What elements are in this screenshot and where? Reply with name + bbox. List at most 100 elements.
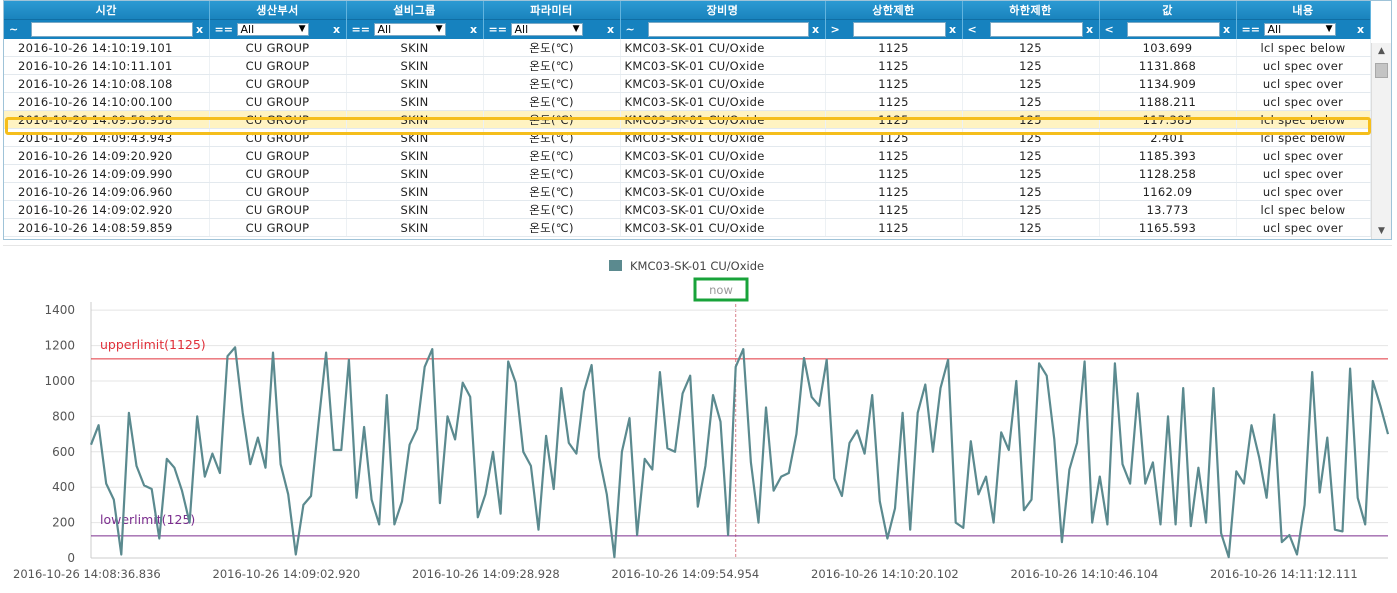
cell-lower: 125 bbox=[962, 218, 1100, 237]
column-header-upper[interactable]: 상한제한 bbox=[825, 1, 963, 20]
x-tick-label: 2016-10-26 14:10:46.104 bbox=[1011, 567, 1159, 581]
clear-filter-icon[interactable]: x bbox=[606, 23, 615, 36]
cell-group: SKIN bbox=[346, 110, 484, 129]
trend-chart-panel: KMC03-SK-01 CU/Oxide now 0 200 400 600 800 10… bbox=[3, 245, 1392, 589]
filter-input-time[interactable] bbox=[31, 22, 193, 37]
cell-group: SKIN bbox=[346, 146, 484, 165]
clear-filter-icon[interactable]: x bbox=[195, 23, 204, 36]
column-header-dept[interactable]: 생산부서 bbox=[209, 1, 347, 20]
cell-upper: 1125 bbox=[825, 39, 963, 57]
column-header-param[interactable]: 파라미터 bbox=[483, 1, 621, 20]
dropdown-arrow-icon[interactable]: ▼ bbox=[298, 24, 306, 34]
filter-cell-param: == All ▼ x bbox=[483, 19, 621, 39]
cell-value: 1128.258 bbox=[1099, 164, 1237, 183]
cell-equip: KMC03-SK-01 CU/Oxide bbox=[620, 218, 826, 237]
filter-select-content[interactable]: All ▼ bbox=[1263, 23, 1336, 36]
column-header-equip[interactable]: 장비명 bbox=[620, 1, 826, 20]
x-tick-label: 2016-10-26 14:09:54.954 bbox=[612, 567, 760, 581]
filter-input-lower[interactable] bbox=[989, 22, 1083, 37]
grid-vertical-scrollbar[interactable]: ▲ ▼ bbox=[1371, 43, 1391, 239]
clear-filter-icon[interactable]: x bbox=[332, 23, 341, 36]
table-row[interactable]: 2016-10-26 14:10:00.100 CU GROUP SKIN 온도(℃)… bbox=[4, 92, 1371, 111]
upper-limit-label: upperlimit(1125) bbox=[100, 337, 206, 352]
y-tick-label: 800 bbox=[52, 409, 75, 423]
table-row[interactable]: 2016-10-26 14:10:11.101 CU GROUP SKIN 온도(℃)… bbox=[4, 56, 1371, 75]
table-row[interactable]: 2016-10-26 14:10:08.108 CU GROUP SKIN 온도(℃)… bbox=[4, 74, 1371, 93]
cell-lower: 125 bbox=[962, 92, 1100, 111]
cell-value: 2.401 bbox=[1099, 128, 1237, 147]
dropdown-arrow-icon[interactable]: ▼ bbox=[572, 24, 580, 34]
cell-equip: KMC03-SK-01 CU/Oxide bbox=[620, 200, 826, 219]
cell-content: ucl spec over bbox=[1236, 164, 1371, 183]
chart-legend[interactable]: KMC03-SK-01 CU/Oxide bbox=[609, 259, 764, 273]
column-header-lower[interactable]: 하한제한 bbox=[962, 1, 1100, 20]
cell-upper: 1125 bbox=[825, 164, 963, 183]
filter-operator-dept: == bbox=[214, 23, 233, 36]
table-row[interactable]: 2016-10-26 14:09:06.960 CU GROUP SKIN 온도(℃)… bbox=[4, 182, 1371, 201]
column-header-value[interactable]: 값 bbox=[1099, 1, 1237, 20]
y-tick-label: 600 bbox=[52, 445, 75, 459]
filter-input-value[interactable] bbox=[1126, 22, 1220, 37]
cell-upper: 1125 bbox=[825, 182, 963, 201]
cell-group: SKIN bbox=[346, 74, 484, 93]
x-axis: 2016-10-26 14:08:36.836 2016-10-26 14:09:… bbox=[13, 567, 1358, 581]
series-line[interactable] bbox=[89, 346, 1390, 559]
cell-lower: 125 bbox=[962, 56, 1100, 75]
cell-lower: 125 bbox=[962, 128, 1100, 147]
cell-content: ucl spec over bbox=[1236, 146, 1371, 165]
table-row[interactable]: 2016-10-26 14:09:02.920 CU GROUP SKIN 온도(℃)… bbox=[4, 200, 1371, 219]
filter-cell-time: ~ x bbox=[4, 19, 210, 39]
cell-lower: 125 bbox=[962, 110, 1100, 129]
cell-param: 온도(℃) bbox=[483, 200, 621, 219]
clear-filter-icon[interactable]: x bbox=[948, 23, 957, 36]
clear-filter-icon[interactable]: x bbox=[1222, 23, 1231, 36]
y-tick-label: 1000 bbox=[44, 374, 75, 388]
clear-filter-icon[interactable]: x bbox=[1085, 23, 1094, 36]
y-tick-label: 1200 bbox=[44, 339, 75, 353]
cell-param: 온도(℃) bbox=[483, 128, 621, 147]
cell-lower: 125 bbox=[962, 39, 1100, 57]
filter-input-upper[interactable] bbox=[852, 22, 946, 37]
clear-filter-icon[interactable]: x bbox=[811, 23, 820, 36]
alarm-table: 시간 생산부서 설비그룹 파라미터 장비명 상한제한 하한제한 값 내용 ~ x == All ▼ x ==… bbox=[4, 1, 1371, 237]
cell-content: ucl spec over bbox=[1236, 92, 1371, 111]
table-row[interactable]: 2016-10-26 14:09:43.943 CU GROUP SKIN 온도(℃)… bbox=[4, 128, 1371, 147]
y-tick-label: 1400 bbox=[44, 303, 75, 317]
cell-lower: 125 bbox=[962, 146, 1100, 165]
table-row[interactable]: 2016-10-26 14:09:20.920 CU GROUP SKIN 온도(℃)… bbox=[4, 146, 1371, 165]
cell-group: SKIN bbox=[346, 92, 484, 111]
cell-group: SKIN bbox=[346, 218, 484, 237]
cell-upper: 1125 bbox=[825, 56, 963, 75]
table-row-selected[interactable]: 2016-10-26 14:09:58.958 CU GROUP SKIN 온도(℃)… bbox=[4, 110, 1371, 129]
filter-select-group[interactable]: All ▼ bbox=[373, 23, 446, 36]
dropdown-arrow-icon[interactable]: ▼ bbox=[435, 24, 443, 34]
dropdown-arrow-icon[interactable]: ▼ bbox=[1325, 24, 1333, 34]
table-row[interactable]: 2016-10-26 14:10:19.101 CU GROUP SKIN 온도(℃)… bbox=[4, 39, 1371, 57]
table-row[interactable]: 2016-10-26 14:08:59.859 CU GROUP SKIN 온도(℃)… bbox=[4, 218, 1371, 237]
filter-select-dept[interactable]: All ▼ bbox=[236, 23, 309, 36]
filter-select-param[interactable]: All ▼ bbox=[510, 23, 583, 36]
column-header-content[interactable]: 내용 bbox=[1236, 1, 1371, 20]
cell-time: 2016-10-26 14:09:09.990 bbox=[4, 164, 210, 183]
scrollbar-thumb[interactable] bbox=[1375, 63, 1388, 78]
cell-content: lcl spec below bbox=[1236, 200, 1371, 219]
grid-filter-row: ~ x == All ▼ x == All ▼ x == All ▼ x ~ x > x < x < x == All ▼ x bbox=[4, 19, 1371, 39]
clear-filter-icon[interactable]: x bbox=[1356, 23, 1365, 36]
table-row[interactable]: 2016-10-26 14:09:09.990 CU GROUP SKIN 온도(℃)… bbox=[4, 164, 1371, 183]
cell-dept: CU GROUP bbox=[209, 74, 347, 93]
scroll-up-arrow-icon[interactable]: ▲ bbox=[1378, 46, 1385, 56]
cell-lower: 125 bbox=[962, 164, 1100, 183]
clear-filter-icon[interactable]: x bbox=[469, 23, 478, 36]
cell-value: 117.385 bbox=[1099, 110, 1237, 129]
column-header-time[interactable]: 시간 bbox=[4, 1, 210, 20]
cell-time: 2016-10-26 14:09:58.958 bbox=[4, 110, 210, 129]
scroll-down-arrow-icon[interactable]: ▼ bbox=[1378, 226, 1385, 236]
cell-time: 2016-10-26 14:10:00.100 bbox=[4, 92, 210, 111]
filter-input-equip[interactable] bbox=[647, 22, 809, 37]
column-header-group[interactable]: 설비그룹 bbox=[346, 1, 484, 20]
cell-dept: CU GROUP bbox=[209, 164, 347, 183]
cell-dept: CU GROUP bbox=[209, 92, 347, 111]
cell-value: 1134.909 bbox=[1099, 74, 1237, 93]
cell-dept: CU GROUP bbox=[209, 128, 347, 147]
x-tick-label: 2016-10-26 14:08:36.836 bbox=[13, 567, 161, 581]
